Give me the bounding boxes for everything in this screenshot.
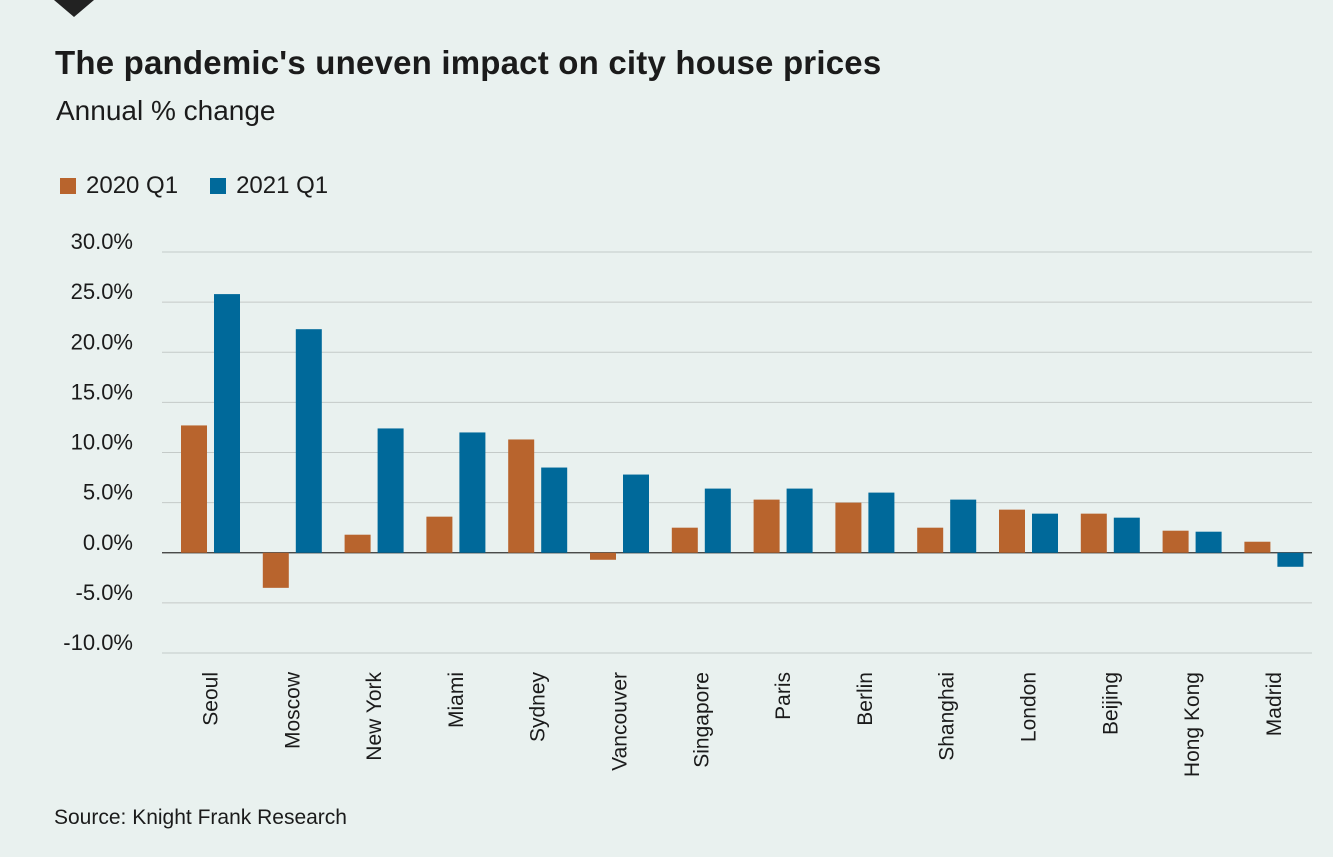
corner-marker — [54, 0, 94, 17]
bar-2021-berlin — [868, 492, 895, 553]
bar-2021-miami — [459, 432, 486, 553]
y-tick-label: 5.0% — [83, 480, 133, 505]
x-tick-label: New York — [363, 672, 386, 761]
y-tick-label: 10.0% — [71, 430, 133, 455]
bar-2021-shanghai — [950, 499, 977, 553]
bar-2020-sydney — [508, 439, 535, 553]
bar-2020-beijing — [1080, 513, 1107, 553]
bar-2021-paris — [786, 488, 813, 553]
chart-title: The pandemic's uneven impact on city hou… — [55, 44, 882, 81]
bar-2020-vancouver — [590, 552, 616, 560]
legend: 2020 Q1 2021 Q1 — [60, 172, 360, 200]
x-tick-label: Hong Kong — [1181, 672, 1204, 777]
x-tick-label: Moscow — [281, 671, 304, 749]
bar-2021-singapore — [704, 488, 731, 553]
legend-item-2021: 2021 Q1 — [210, 172, 328, 200]
x-tick-label: Sydney — [527, 672, 550, 743]
y-tick-label: 25.0% — [71, 279, 133, 304]
bar-2021-london — [1032, 513, 1058, 553]
x-tick-label: Beijing — [1099, 672, 1122, 735]
legend-label-2020: 2020 Q1 — [86, 172, 179, 199]
y-tick-label: -5.0% — [76, 580, 133, 605]
bar-2020-hong-kong — [1162, 530, 1189, 553]
x-tick-label: Shanghai — [936, 672, 959, 761]
bar-2021-new-york — [377, 428, 404, 553]
bar-2021-moscow — [295, 329, 322, 553]
bar-2021-sydney — [541, 467, 568, 553]
x-tick-label: Berlin — [854, 672, 877, 726]
x-tick-label: Singapore — [690, 672, 713, 768]
legend-swatch-2021 — [210, 178, 227, 194]
bar-2020-seoul — [181, 425, 207, 553]
bar-2020-miami — [426, 516, 453, 553]
legend-label-2021: 2021 Q1 — [236, 172, 329, 199]
y-tick-label: 0.0% — [83, 530, 133, 555]
x-tick-label: Seoul — [200, 672, 223, 726]
bar-2021-seoul — [214, 294, 240, 553]
x-tick-label: Vancouver — [609, 672, 632, 771]
bar-2020-new-york — [344, 534, 371, 553]
y-tick-label: -10.0% — [63, 630, 133, 655]
x-tick-label: Madrid — [1263, 672, 1286, 736]
bar-2020-singapore — [671, 527, 698, 553]
bar-2020-moscow — [262, 552, 289, 588]
source-note: Source: Knight Frank Research — [54, 806, 347, 829]
bar-2021-madrid — [1277, 552, 1304, 567]
y-tick-label: 15.0% — [71, 379, 133, 404]
x-tick-label: London — [1018, 672, 1041, 742]
y-tick-label: 20.0% — [71, 329, 133, 354]
bar-2021-beijing — [1113, 517, 1140, 553]
y-tick-label: 30.0% — [71, 229, 133, 254]
chart-subtitle: Annual % change — [56, 95, 276, 126]
x-tick-label: Miami — [445, 672, 468, 728]
bar-2020-shanghai — [917, 527, 944, 553]
legend-swatch-2020 — [60, 178, 76, 194]
bar-2020-madrid — [1244, 541, 1271, 553]
bar-2021-vancouver — [623, 474, 649, 553]
bar-2020-london — [999, 509, 1025, 553]
bar-2020-berlin — [835, 502, 862, 553]
bar-2021-hong-kong — [1195, 531, 1222, 553]
bar-2020-paris — [753, 499, 780, 553]
legend-item-2020: 2020 Q1 — [60, 172, 178, 200]
x-tick-label: Paris — [772, 672, 795, 720]
